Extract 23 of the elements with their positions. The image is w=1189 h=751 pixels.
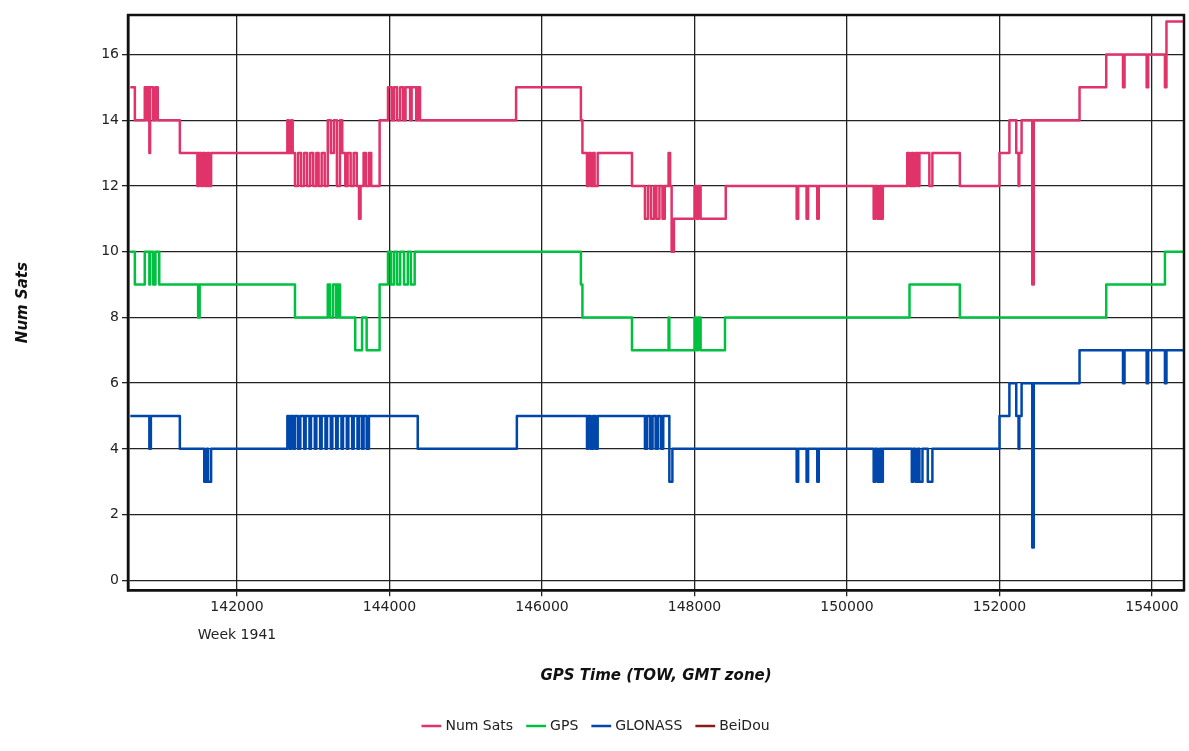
legend-label: GLONASS bbox=[615, 716, 683, 733]
x-tick-label: 146000 bbox=[515, 598, 569, 615]
x-axis-title: GPS Time (TOW, GMT zone) bbox=[540, 665, 772, 684]
legend-label: GPS bbox=[550, 716, 579, 733]
y-tick-label: 16 bbox=[101, 45, 120, 62]
y-tick-label: 12 bbox=[101, 176, 119, 193]
y-tick-label: 2 bbox=[110, 505, 119, 522]
x-tick-label: 152000 bbox=[972, 598, 1027, 615]
legend-label: BeiDou bbox=[719, 716, 770, 733]
y-tick-label: 14 bbox=[101, 110, 120, 127]
y-axis-title: Num Sats bbox=[12, 261, 31, 344]
y-tick-label: 8 bbox=[110, 308, 119, 325]
text: Week 1941 bbox=[197, 625, 277, 642]
x-tick-label: 148000 bbox=[667, 598, 722, 615]
y-tick-label: 6 bbox=[110, 373, 120, 390]
y-tick-label: 4 bbox=[110, 439, 120, 456]
x-tick-label: 144000 bbox=[362, 598, 417, 615]
y-tick-label: 0 bbox=[110, 570, 119, 587]
y-tick-label: 10 bbox=[101, 242, 119, 259]
x-tick-label: 142000 bbox=[210, 598, 264, 615]
x-tick-label: 150000 bbox=[820, 598, 874, 615]
x-tick-label: 154000 bbox=[1125, 598, 1179, 615]
legend-label: Num Sats bbox=[445, 716, 514, 733]
